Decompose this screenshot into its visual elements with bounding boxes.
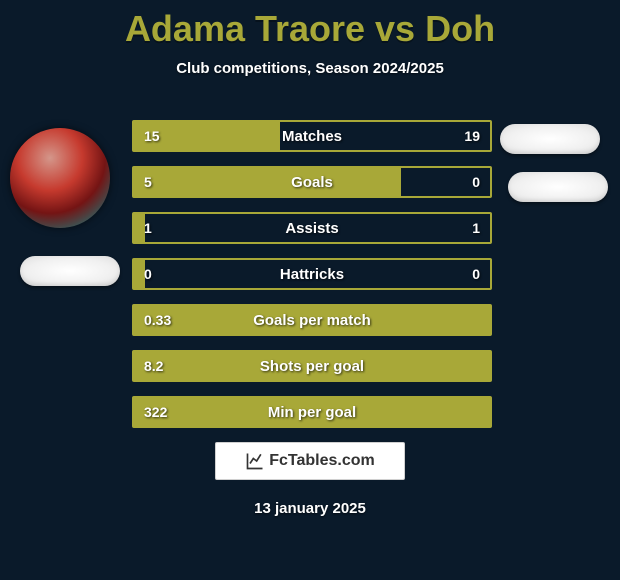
player-left-name-pill (20, 256, 120, 286)
stat-label: Hattricks (134, 260, 490, 288)
stat-row: 0.33 Goals per match (132, 304, 492, 336)
stats-rows: 15 Matches 19 5 Goals 0 1 Assists 1 0 Ha… (132, 120, 492, 442)
stat-row: 0 Hattricks 0 (132, 258, 492, 290)
stat-row: 5 Goals 0 (132, 166, 492, 198)
stat-label: Goals (134, 168, 490, 196)
player-left-avatar (10, 128, 110, 228)
stat-value-right: 0 (472, 260, 480, 288)
stat-value-right: 1 (472, 214, 480, 242)
stat-label: Shots per goal (134, 352, 490, 380)
chart-icon (245, 451, 265, 471)
player-right-avatar-pill (500, 124, 600, 154)
stat-row: 15 Matches 19 (132, 120, 492, 152)
stat-label: Matches (134, 122, 490, 150)
subtitle: Club competitions, Season 2024/2025 (0, 60, 620, 77)
stat-row: 8.2 Shots per goal (132, 350, 492, 382)
stat-label: Assists (134, 214, 490, 242)
stat-value-right: 0 (472, 168, 480, 196)
stat-row: 1 Assists 1 (132, 212, 492, 244)
badge-text: FcTables.com (269, 452, 375, 470)
date-label: 13 january 2025 (0, 500, 620, 517)
stat-value-right: 19 (464, 122, 480, 150)
stat-row: 322 Min per goal (132, 396, 492, 428)
fctables-badge[interactable]: FcTables.com (215, 442, 405, 480)
player-right-name-pill (508, 172, 608, 202)
page-title: Adama Traore vs Doh (0, 0, 620, 50)
stat-label: Min per goal (134, 398, 490, 426)
stat-label: Goals per match (134, 306, 490, 334)
